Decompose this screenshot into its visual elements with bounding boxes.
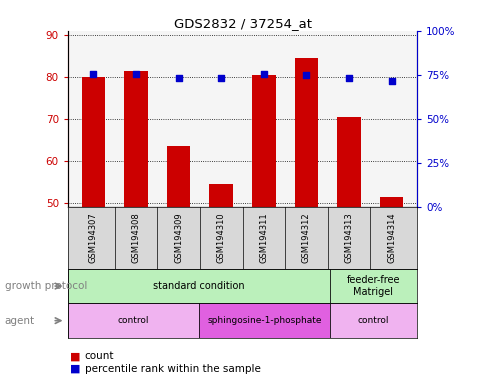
Text: GSM194314: GSM194314 (386, 213, 395, 263)
Text: ■: ■ (70, 351, 81, 361)
Bar (166, 146, 190, 207)
Text: growth protocol: growth protocol (5, 281, 87, 291)
Bar (336, 117, 360, 207)
Point (217, 75, 225, 81)
Bar (329, 269, 416, 303)
Bar (209, 184, 232, 207)
Text: GSM194313: GSM194313 (344, 213, 353, 263)
Text: GSM194310: GSM194310 (216, 213, 225, 263)
Text: count: count (85, 351, 114, 361)
Point (387, 78, 394, 84)
Point (302, 72, 310, 78)
Point (90, 71, 97, 77)
Text: standard condition: standard condition (153, 281, 244, 291)
Point (259, 71, 267, 77)
Text: percentile rank within the sample: percentile rank within the sample (85, 364, 260, 374)
Bar (198, 303, 329, 338)
Point (174, 74, 182, 81)
Text: GSM194311: GSM194311 (259, 213, 268, 263)
Point (345, 74, 352, 81)
Text: feeder-free
Matrigel: feeder-free Matrigel (346, 275, 399, 297)
Bar (379, 197, 402, 207)
Text: ■: ■ (70, 364, 81, 374)
Text: GSM194309: GSM194309 (174, 213, 183, 263)
Point (132, 71, 139, 77)
Bar (329, 303, 416, 338)
Bar (82, 77, 105, 207)
Bar (68, 303, 198, 338)
Bar (294, 58, 318, 207)
Bar (252, 75, 275, 207)
Bar (68, 269, 329, 303)
Text: GSM194308: GSM194308 (131, 213, 140, 263)
Bar (124, 71, 148, 207)
Text: GSM194307: GSM194307 (89, 213, 98, 263)
Title: GDS2832 / 37254_at: GDS2832 / 37254_at (173, 17, 311, 30)
Text: GSM194312: GSM194312 (301, 213, 310, 263)
Text: sphingosine-1-phosphate: sphingosine-1-phosphate (207, 316, 321, 325)
Text: agent: agent (5, 316, 35, 326)
Text: control: control (118, 316, 149, 325)
Text: control: control (357, 316, 388, 325)
